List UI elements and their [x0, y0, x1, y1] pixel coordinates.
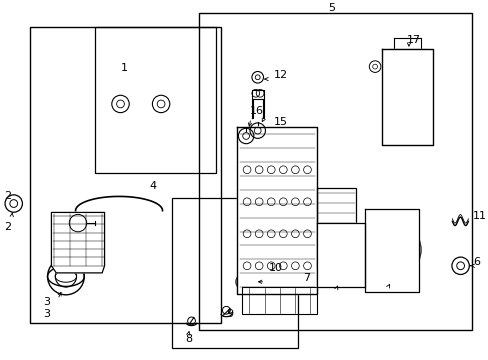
- Polygon shape: [317, 223, 365, 287]
- Text: 9: 9: [226, 309, 233, 319]
- Text: 5: 5: [327, 3, 334, 13]
- Text: 2: 2: [4, 222, 12, 231]
- Text: 8: 8: [185, 334, 192, 344]
- Bar: [30, 27, 220, 323]
- Text: 10: 10: [268, 262, 282, 273]
- Text: 2: 2: [4, 192, 12, 202]
- Text: 6: 6: [472, 257, 479, 267]
- Bar: [198, 13, 471, 330]
- Polygon shape: [237, 127, 317, 294]
- Text: 13: 13: [324, 273, 338, 283]
- Bar: [95, 27, 215, 173]
- Text: 15: 15: [273, 117, 287, 127]
- Text: 11: 11: [472, 211, 486, 221]
- Text: 3: 3: [43, 309, 50, 319]
- Text: 14: 14: [379, 273, 393, 283]
- Text: 17: 17: [406, 35, 420, 45]
- Text: 12: 12: [273, 71, 287, 81]
- Text: 1: 1: [120, 63, 127, 73]
- Bar: [172, 198, 297, 348]
- Polygon shape: [51, 212, 104, 273]
- Text: 4: 4: [149, 181, 156, 191]
- Polygon shape: [382, 49, 432, 145]
- Text: 16: 16: [249, 106, 264, 116]
- Polygon shape: [365, 209, 418, 292]
- Text: 3: 3: [43, 297, 50, 307]
- Bar: [242, 287, 317, 314]
- Bar: [317, 188, 355, 269]
- Text: 7: 7: [302, 273, 309, 283]
